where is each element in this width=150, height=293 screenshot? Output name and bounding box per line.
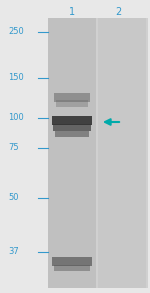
Text: 150: 150 (8, 74, 24, 83)
Bar (54, 93, 90, 102)
Bar (55, 131, 89, 137)
Text: 50: 50 (8, 193, 18, 202)
Bar (53, 124, 91, 131)
Text: 1: 1 (69, 7, 75, 17)
Text: 37: 37 (8, 248, 19, 256)
Text: 75: 75 (8, 144, 19, 152)
Text: 250: 250 (8, 28, 24, 37)
Bar (56, 100, 88, 107)
Text: 100: 100 (8, 113, 24, 122)
Text: 2: 2 (115, 7, 121, 17)
Bar (48, 18, 148, 288)
Bar (98, 18, 146, 288)
Bar (52, 257, 92, 266)
Bar (52, 116, 92, 125)
Bar (54, 265, 90, 271)
Bar (48, 18, 96, 288)
